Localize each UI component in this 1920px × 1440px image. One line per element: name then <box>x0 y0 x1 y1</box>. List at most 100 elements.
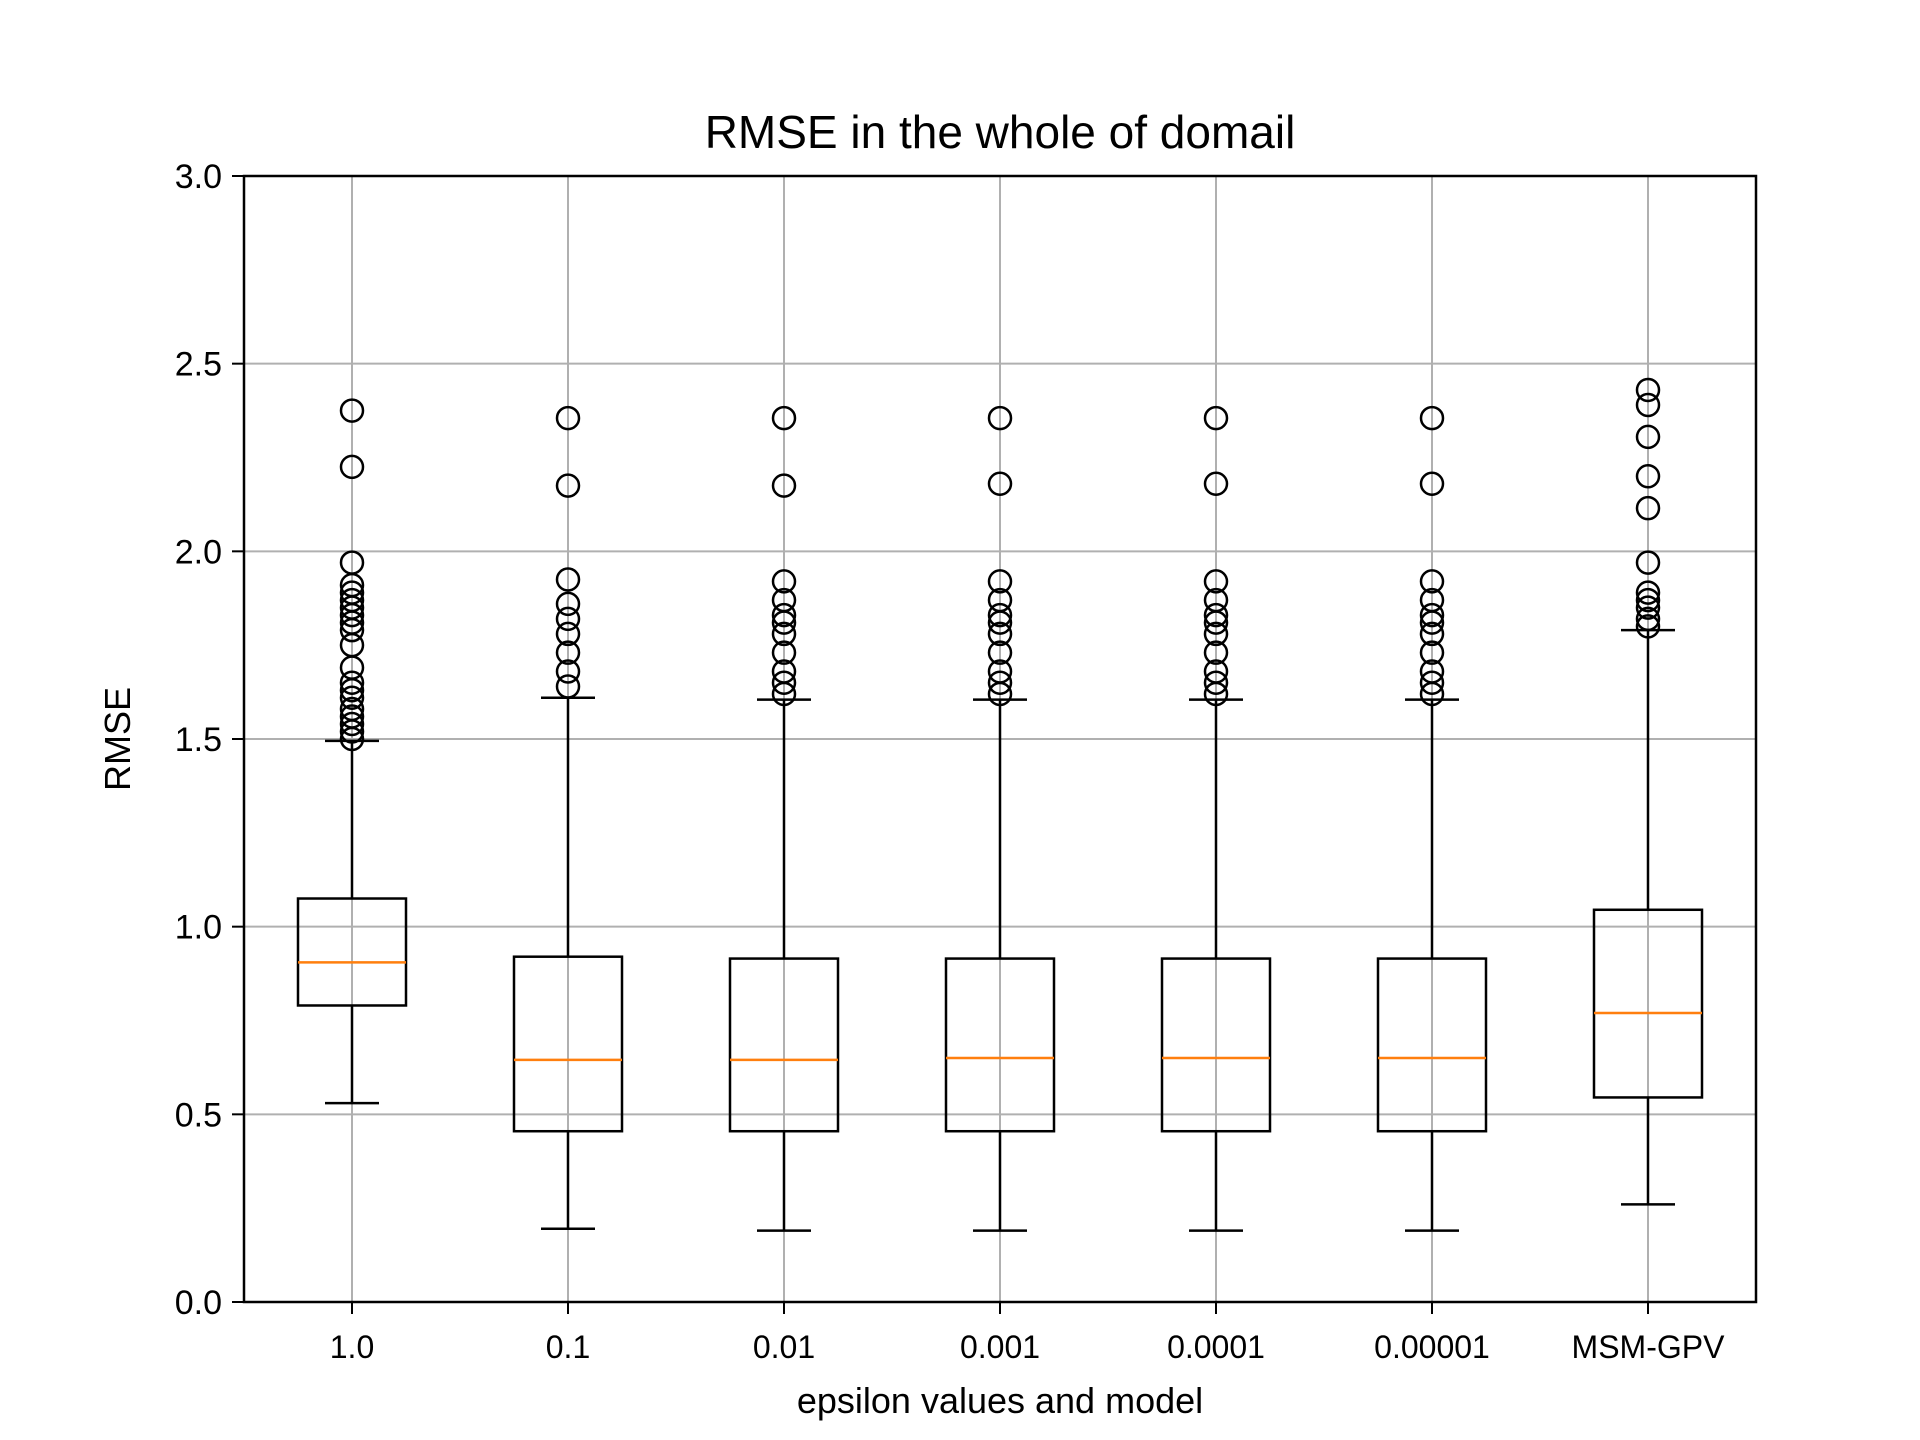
outlier-point <box>987 659 1013 684</box>
outlier-point <box>987 405 1013 431</box>
outlier-point <box>987 587 1013 613</box>
outlier-point <box>555 621 581 647</box>
outlier-point <box>1203 587 1229 613</box>
box-group <box>512 405 624 1231</box>
outlier-point <box>339 670 365 695</box>
x-tick-label: MSM-GPV <box>1572 1329 1726 1365</box>
x-tick-label: 0.01 <box>753 1329 815 1365</box>
outlier-point <box>555 473 581 498</box>
outlier-point <box>1419 670 1445 695</box>
iqr-box <box>728 957 840 1133</box>
outlier-point <box>1635 464 1661 489</box>
outlier-point <box>1203 640 1229 665</box>
outlier-point <box>555 674 581 699</box>
outlier-point <box>339 696 365 722</box>
outlier-point <box>1203 621 1229 647</box>
y-axis-title: RMSE <box>97 687 138 791</box>
chart-title: RMSE in the whole of domail <box>705 106 1296 158</box>
outlier-point <box>339 454 365 480</box>
outlier-point <box>987 640 1013 665</box>
outlier-point <box>1419 621 1445 647</box>
outlier-point <box>339 704 365 729</box>
outlier-point <box>1419 471 1445 497</box>
y-tick-label: 2.5 <box>175 346 222 384</box>
outlier-point <box>1419 405 1445 431</box>
outlier-point <box>1635 424 1661 450</box>
iqr-box <box>1592 908 1704 1099</box>
x-tick-label: 0.001 <box>960 1329 1040 1365</box>
x-tick-label: 0.0001 <box>1167 1329 1265 1365</box>
y-tick-label: 2.0 <box>175 533 222 571</box>
outlier-point <box>1635 392 1661 418</box>
outlier-point <box>1635 495 1661 521</box>
iqr-box <box>944 957 1056 1133</box>
outlier-point <box>1203 602 1229 628</box>
outlier-point <box>339 685 365 710</box>
outlier-point <box>1635 550 1661 575</box>
box-group <box>1376 405 1488 1232</box>
outlier-point <box>1635 587 1661 613</box>
outlier-point <box>1203 670 1229 695</box>
outlier-point <box>1203 569 1229 594</box>
x-axis-ticks: 1.0 0.1 0.01 0.001 0.0001 0.00001 MSM-GPV <box>330 1302 1725 1365</box>
outlier-point <box>339 398 365 423</box>
outlier-point <box>555 659 581 684</box>
y-tick-label: 1.0 <box>175 909 222 947</box>
outlier-point <box>771 659 797 684</box>
outlier-point <box>1419 587 1445 613</box>
box-group <box>1592 377 1704 1206</box>
iqr-box <box>512 955 624 1133</box>
outlier-point <box>771 602 797 628</box>
y-tick-label: 0.0 <box>175 1284 222 1322</box>
iqr-box <box>296 897 408 1007</box>
outlier-point <box>1635 580 1661 605</box>
outlier-point <box>339 711 365 737</box>
x-axis-title: epsilon values and model <box>797 1380 1203 1421</box>
outlier-point <box>555 567 581 592</box>
outlier-point <box>555 405 581 431</box>
y-tick-label: 0.5 <box>175 1096 222 1134</box>
outlier-point <box>771 587 797 613</box>
box-group <box>728 405 840 1232</box>
outlier-point <box>771 640 797 665</box>
outlier-point <box>1635 595 1661 620</box>
outlier-point <box>339 550 365 575</box>
outlier-point <box>987 471 1013 497</box>
y-tick-label: 1.5 <box>175 721 222 759</box>
outlier-point <box>987 602 1013 628</box>
outlier-point <box>771 621 797 647</box>
outlier-point <box>1635 606 1661 632</box>
outlier-point <box>339 580 365 605</box>
iqr-box <box>1376 957 1488 1133</box>
outlier-point <box>987 670 1013 695</box>
outlier-point <box>987 621 1013 647</box>
outlier-point <box>1419 659 1445 684</box>
x-tick-label: 1.0 <box>330 1329 374 1365</box>
outlier-point <box>555 606 581 632</box>
outlier-point <box>1419 602 1445 628</box>
outlier-point <box>1203 659 1229 684</box>
outlier-point <box>1203 405 1229 431</box>
outlier-point <box>1203 471 1229 497</box>
y-axis-ticks: 0.0 0.5 1.0 1.5 2.0 2.5 3.0 <box>175 158 244 1322</box>
outlier-point <box>771 405 797 431</box>
outlier-point <box>1419 640 1445 665</box>
outlier-point <box>771 670 797 695</box>
outlier-point <box>339 587 365 613</box>
outlier-point <box>771 569 797 594</box>
outlier-point <box>771 473 797 498</box>
outlier-point <box>987 569 1013 594</box>
outlier-point <box>555 591 581 617</box>
outlier-point <box>1635 614 1661 639</box>
outlier-point <box>1635 377 1661 403</box>
outlier-point <box>1419 569 1445 594</box>
box-group <box>944 405 1056 1232</box>
x-tick-label: 0.00001 <box>1374 1329 1490 1365</box>
box-series <box>296 377 1704 1232</box>
box-group <box>296 398 408 1105</box>
outlier-point <box>555 640 581 665</box>
y-tick-label: 3.0 <box>175 158 222 196</box>
x-tick-label: 0.1 <box>546 1329 590 1365</box>
